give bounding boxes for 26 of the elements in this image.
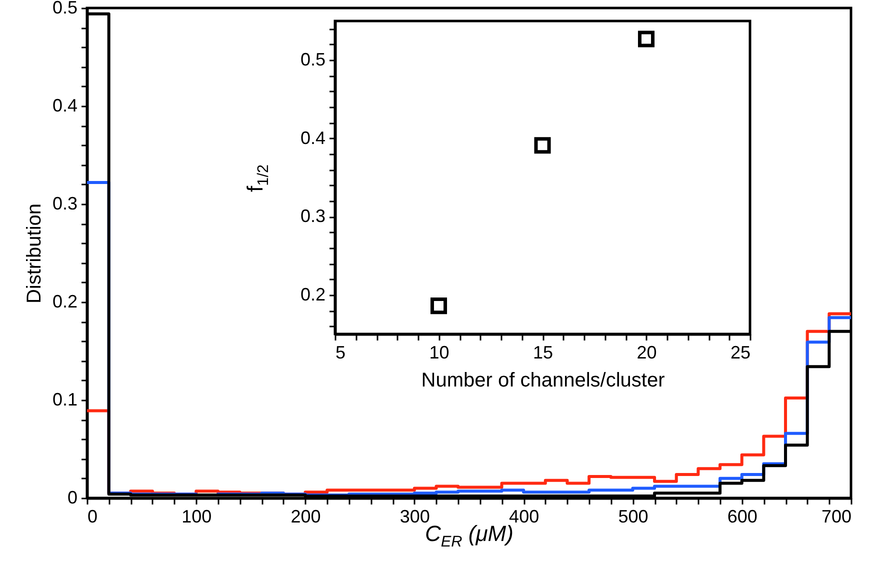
x-tick-label: 10 — [429, 342, 450, 362]
y-tick-label: 0.1 — [52, 390, 78, 410]
point — [430, 298, 448, 314]
x-tick-label: 25 — [730, 342, 750, 362]
x-tick-label: 700 — [821, 506, 852, 526]
y-tick-label: 0.4 — [300, 128, 326, 148]
y-axis-title: Distribution — [23, 203, 46, 304]
y-tick-label: 0.2 — [300, 284, 326, 304]
x-tick-label: 600 — [727, 506, 758, 526]
y-tick-label: 0.4 — [52, 96, 78, 116]
y-tick-label: 0.2 — [52, 292, 78, 312]
y-tick-label: 0.3 — [52, 194, 78, 214]
x-tick-label: 20 — [636, 342, 657, 362]
x-tick-label: 500 — [618, 506, 648, 526]
x-tick-label: 200 — [290, 506, 321, 526]
point — [638, 30, 655, 48]
point — [534, 137, 551, 154]
x-tick-label: 15 — [532, 342, 554, 362]
x-tick-label: 5 — [336, 342, 346, 362]
x-tick-label: 100 — [182, 506, 212, 526]
y-tick-label: 0.5 — [300, 50, 326, 70]
x-axis-title: Number of channels/cluster — [421, 370, 666, 392]
x-tick-label: 0 — [88, 506, 98, 526]
y-tick-label: 0.5 — [52, 0, 78, 18]
y-tick-label: 0.3 — [300, 206, 326, 226]
y-tick-label: 0 — [67, 488, 78, 508]
